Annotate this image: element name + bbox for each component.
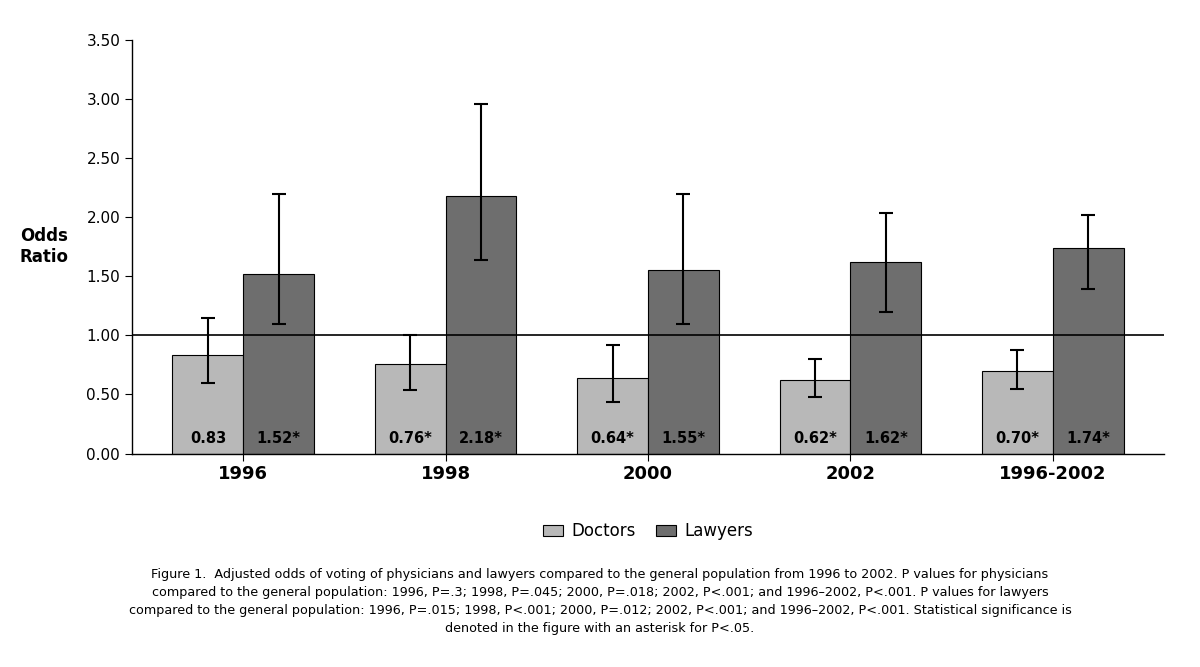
Bar <box>577 378 648 454</box>
Text: denoted in the figure with an asterisk for P<.05.: denoted in the figure with an asterisk f… <box>445 622 755 635</box>
Bar <box>445 196 516 454</box>
Bar <box>851 262 922 454</box>
Text: compared to the general population: 1996, P=.015; 1998, P<.001; 2000, P=.012; 20: compared to the general population: 1996… <box>128 604 1072 617</box>
Bar <box>244 274 314 454</box>
Legend: Doctors, Lawyers: Doctors, Lawyers <box>536 516 760 547</box>
Text: 1.74*: 1.74* <box>1066 432 1110 446</box>
Text: 0.64*: 0.64* <box>590 432 635 446</box>
Text: Odds
Ratio: Odds Ratio <box>19 227 68 266</box>
Text: 0.70*: 0.70* <box>995 432 1039 446</box>
Text: 1.55*: 1.55* <box>661 432 706 446</box>
Text: 0.62*: 0.62* <box>793 432 836 446</box>
Text: Figure 1.  Adjusted odds of voting of physicians and lawyers compared to the gen: Figure 1. Adjusted odds of voting of phy… <box>151 568 1049 581</box>
Bar <box>982 371 1052 454</box>
Bar <box>648 270 719 454</box>
Text: compared to the general population: 1996, P=.3; 1998, P=.045; 2000, P=.018; 2002: compared to the general population: 1996… <box>151 586 1049 599</box>
Text: 0.83: 0.83 <box>190 432 226 446</box>
Bar <box>374 364 445 454</box>
Text: 0.76*: 0.76* <box>389 432 432 446</box>
Text: 1.52*: 1.52* <box>257 432 301 446</box>
Bar <box>173 356 244 454</box>
Bar <box>780 380 851 454</box>
Text: 1.62*: 1.62* <box>864 432 907 446</box>
Bar <box>1052 248 1123 454</box>
Text: 2.18*: 2.18* <box>460 432 503 446</box>
